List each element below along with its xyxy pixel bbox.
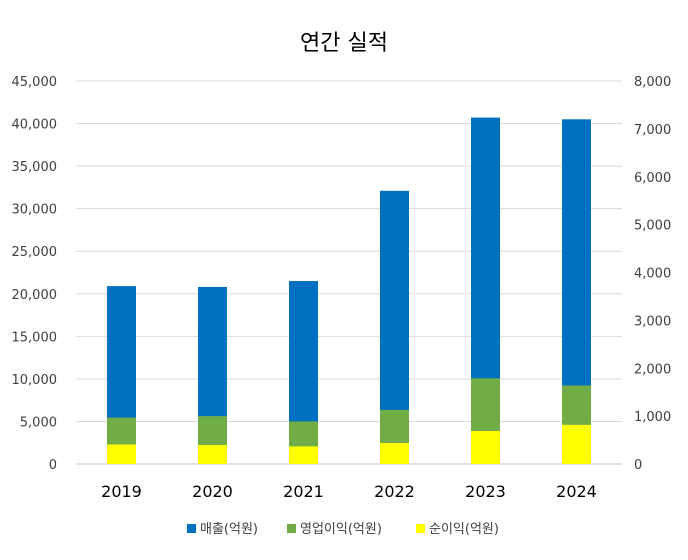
chart-title: 연간 실적 xyxy=(300,31,388,56)
left-tick-label: 5,000 xyxy=(20,415,57,430)
right-tick-label: 3,000 xyxy=(634,314,671,329)
left-tick-label: 35,000 xyxy=(12,160,58,175)
right-tick-label: 8,000 xyxy=(634,75,671,90)
bar-net-income xyxy=(107,444,136,464)
x-tick-label: 2020 xyxy=(192,482,233,501)
bars xyxy=(107,117,591,465)
bar-operating-profit xyxy=(198,416,227,445)
left-tick-label: 45,000 xyxy=(12,75,58,90)
legend-swatch xyxy=(416,524,425,533)
legend-label: 순이익(억원) xyxy=(429,522,499,537)
left-tick-label: 0 xyxy=(49,458,57,473)
x-tick-label: 2023 xyxy=(465,482,506,501)
right-tick-label: 7,000 xyxy=(634,123,671,138)
bar-operating-profit xyxy=(471,378,500,431)
bar-operating-profit xyxy=(562,385,591,425)
left-axis: 0 5,000 10,000 15,000 20,000 25,000 30,000 35,0… xyxy=(12,75,58,473)
x-axis: 2019 2020 2021 2022 2023 2024 xyxy=(101,482,597,501)
x-tick-label: 2021 xyxy=(283,482,324,501)
gridlines xyxy=(76,80,622,465)
legend-swatch xyxy=(287,524,296,533)
bar-net-income xyxy=(471,430,500,464)
legend-swatch xyxy=(187,524,196,533)
right-tick-label: 5,000 xyxy=(634,219,671,234)
bar-net-income xyxy=(562,424,591,464)
legend-label: 매출(억원) xyxy=(200,522,258,537)
right-tick-label: 6,000 xyxy=(634,171,671,186)
left-tick-label: 40,000 xyxy=(12,118,58,133)
bar-net-income xyxy=(380,442,409,464)
left-tick-label: 10,000 xyxy=(12,373,58,388)
right-tick-label: 1,000 xyxy=(634,410,671,425)
right-axis: 0 1,000 2,000 3,000 4,000 5,000 6,000 7,000 8,00… xyxy=(634,75,671,473)
left-tick-label: 30,000 xyxy=(12,203,58,218)
bar-net-income xyxy=(198,444,227,464)
x-tick-label: 2024 xyxy=(556,482,597,501)
left-tick-label: 20,000 xyxy=(12,288,58,303)
x-tick-label: 2019 xyxy=(101,482,142,501)
bar-operating-profit xyxy=(289,421,318,447)
right-tick-label: 0 xyxy=(634,458,642,473)
bar-operating-profit xyxy=(107,417,136,445)
right-tick-label: 2,000 xyxy=(634,362,671,377)
legend-label: 영업이익(억원) xyxy=(300,522,382,537)
left-tick-label: 15,000 xyxy=(12,330,58,345)
bar-net-income xyxy=(289,446,318,464)
x-tick-label: 2022 xyxy=(374,482,415,501)
legend: 매출(억원) 영업이익(억원) 순이익(억원) xyxy=(187,522,499,537)
bar-operating-profit xyxy=(380,409,409,443)
left-tick-label: 25,000 xyxy=(12,245,58,260)
right-tick-label: 4,000 xyxy=(634,267,671,282)
